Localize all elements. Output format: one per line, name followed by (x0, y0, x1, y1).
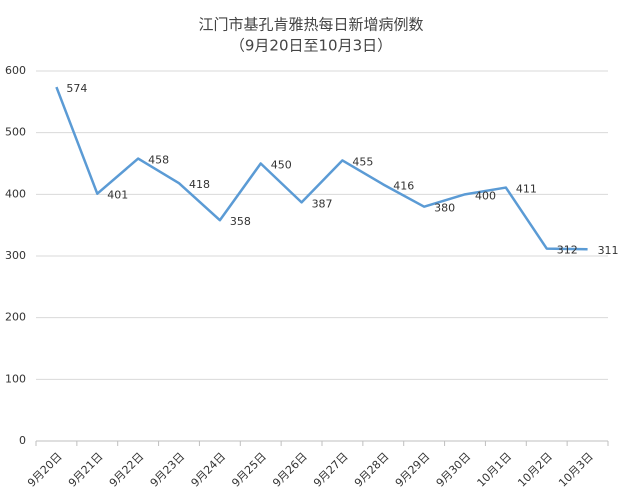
x-tick-label: 9月28日 (352, 450, 392, 490)
data-label: 455 (352, 155, 373, 168)
data-label: 574 (66, 82, 87, 95)
line (55, 86, 588, 251)
y-tick-label: 600 (5, 64, 26, 77)
y-tick-label: 200 (5, 311, 26, 324)
x-tick-label: 10月2日 (515, 450, 555, 490)
x-tick-label: 9月22日 (107, 450, 147, 490)
data-label: 450 (271, 159, 292, 172)
x-tick-label: 9月21日 (66, 450, 106, 490)
chart-title: 江门市基孔肯雅热每日新增病例数 (198, 16, 423, 34)
y-tick-label: 500 (5, 126, 26, 139)
y-tick-label: 300 (5, 249, 26, 262)
x-tick-label: 10月1日 (475, 450, 515, 490)
y-tick-label: 400 (5, 187, 26, 200)
x-tick-label: 9月24日 (189, 450, 229, 490)
data-label: 311 (598, 244, 619, 257)
y-tick-label: 100 (5, 372, 26, 385)
data-label: 416 (393, 179, 414, 192)
data-label: 312 (557, 244, 578, 257)
chart-subtitle: （9月20日至10月3日） (230, 37, 392, 55)
data-label: 401 (107, 189, 128, 202)
x-tick-label: 9月27日 (311, 450, 351, 490)
data-label: 418 (189, 178, 210, 191)
data-label: 387 (312, 197, 333, 210)
data-label: 358 (230, 215, 251, 228)
x-tick-label: 9月20日 (25, 450, 65, 490)
data-label: 411 (516, 183, 537, 196)
data-label: 400 (475, 189, 496, 202)
x-tick-label: 9月29日 (393, 450, 433, 490)
x-tick-label: 9月26日 (270, 450, 310, 490)
x-tick-label: 9月30日 (434, 450, 474, 490)
x-tick-label: 9月25日 (229, 450, 269, 490)
x-tick-label: 10月3日 (556, 450, 596, 490)
data-label: 458 (148, 154, 169, 167)
data-label: 380 (434, 202, 455, 215)
y-tick-label: 0 (19, 434, 26, 447)
x-tick-label: 9月23日 (148, 450, 188, 490)
